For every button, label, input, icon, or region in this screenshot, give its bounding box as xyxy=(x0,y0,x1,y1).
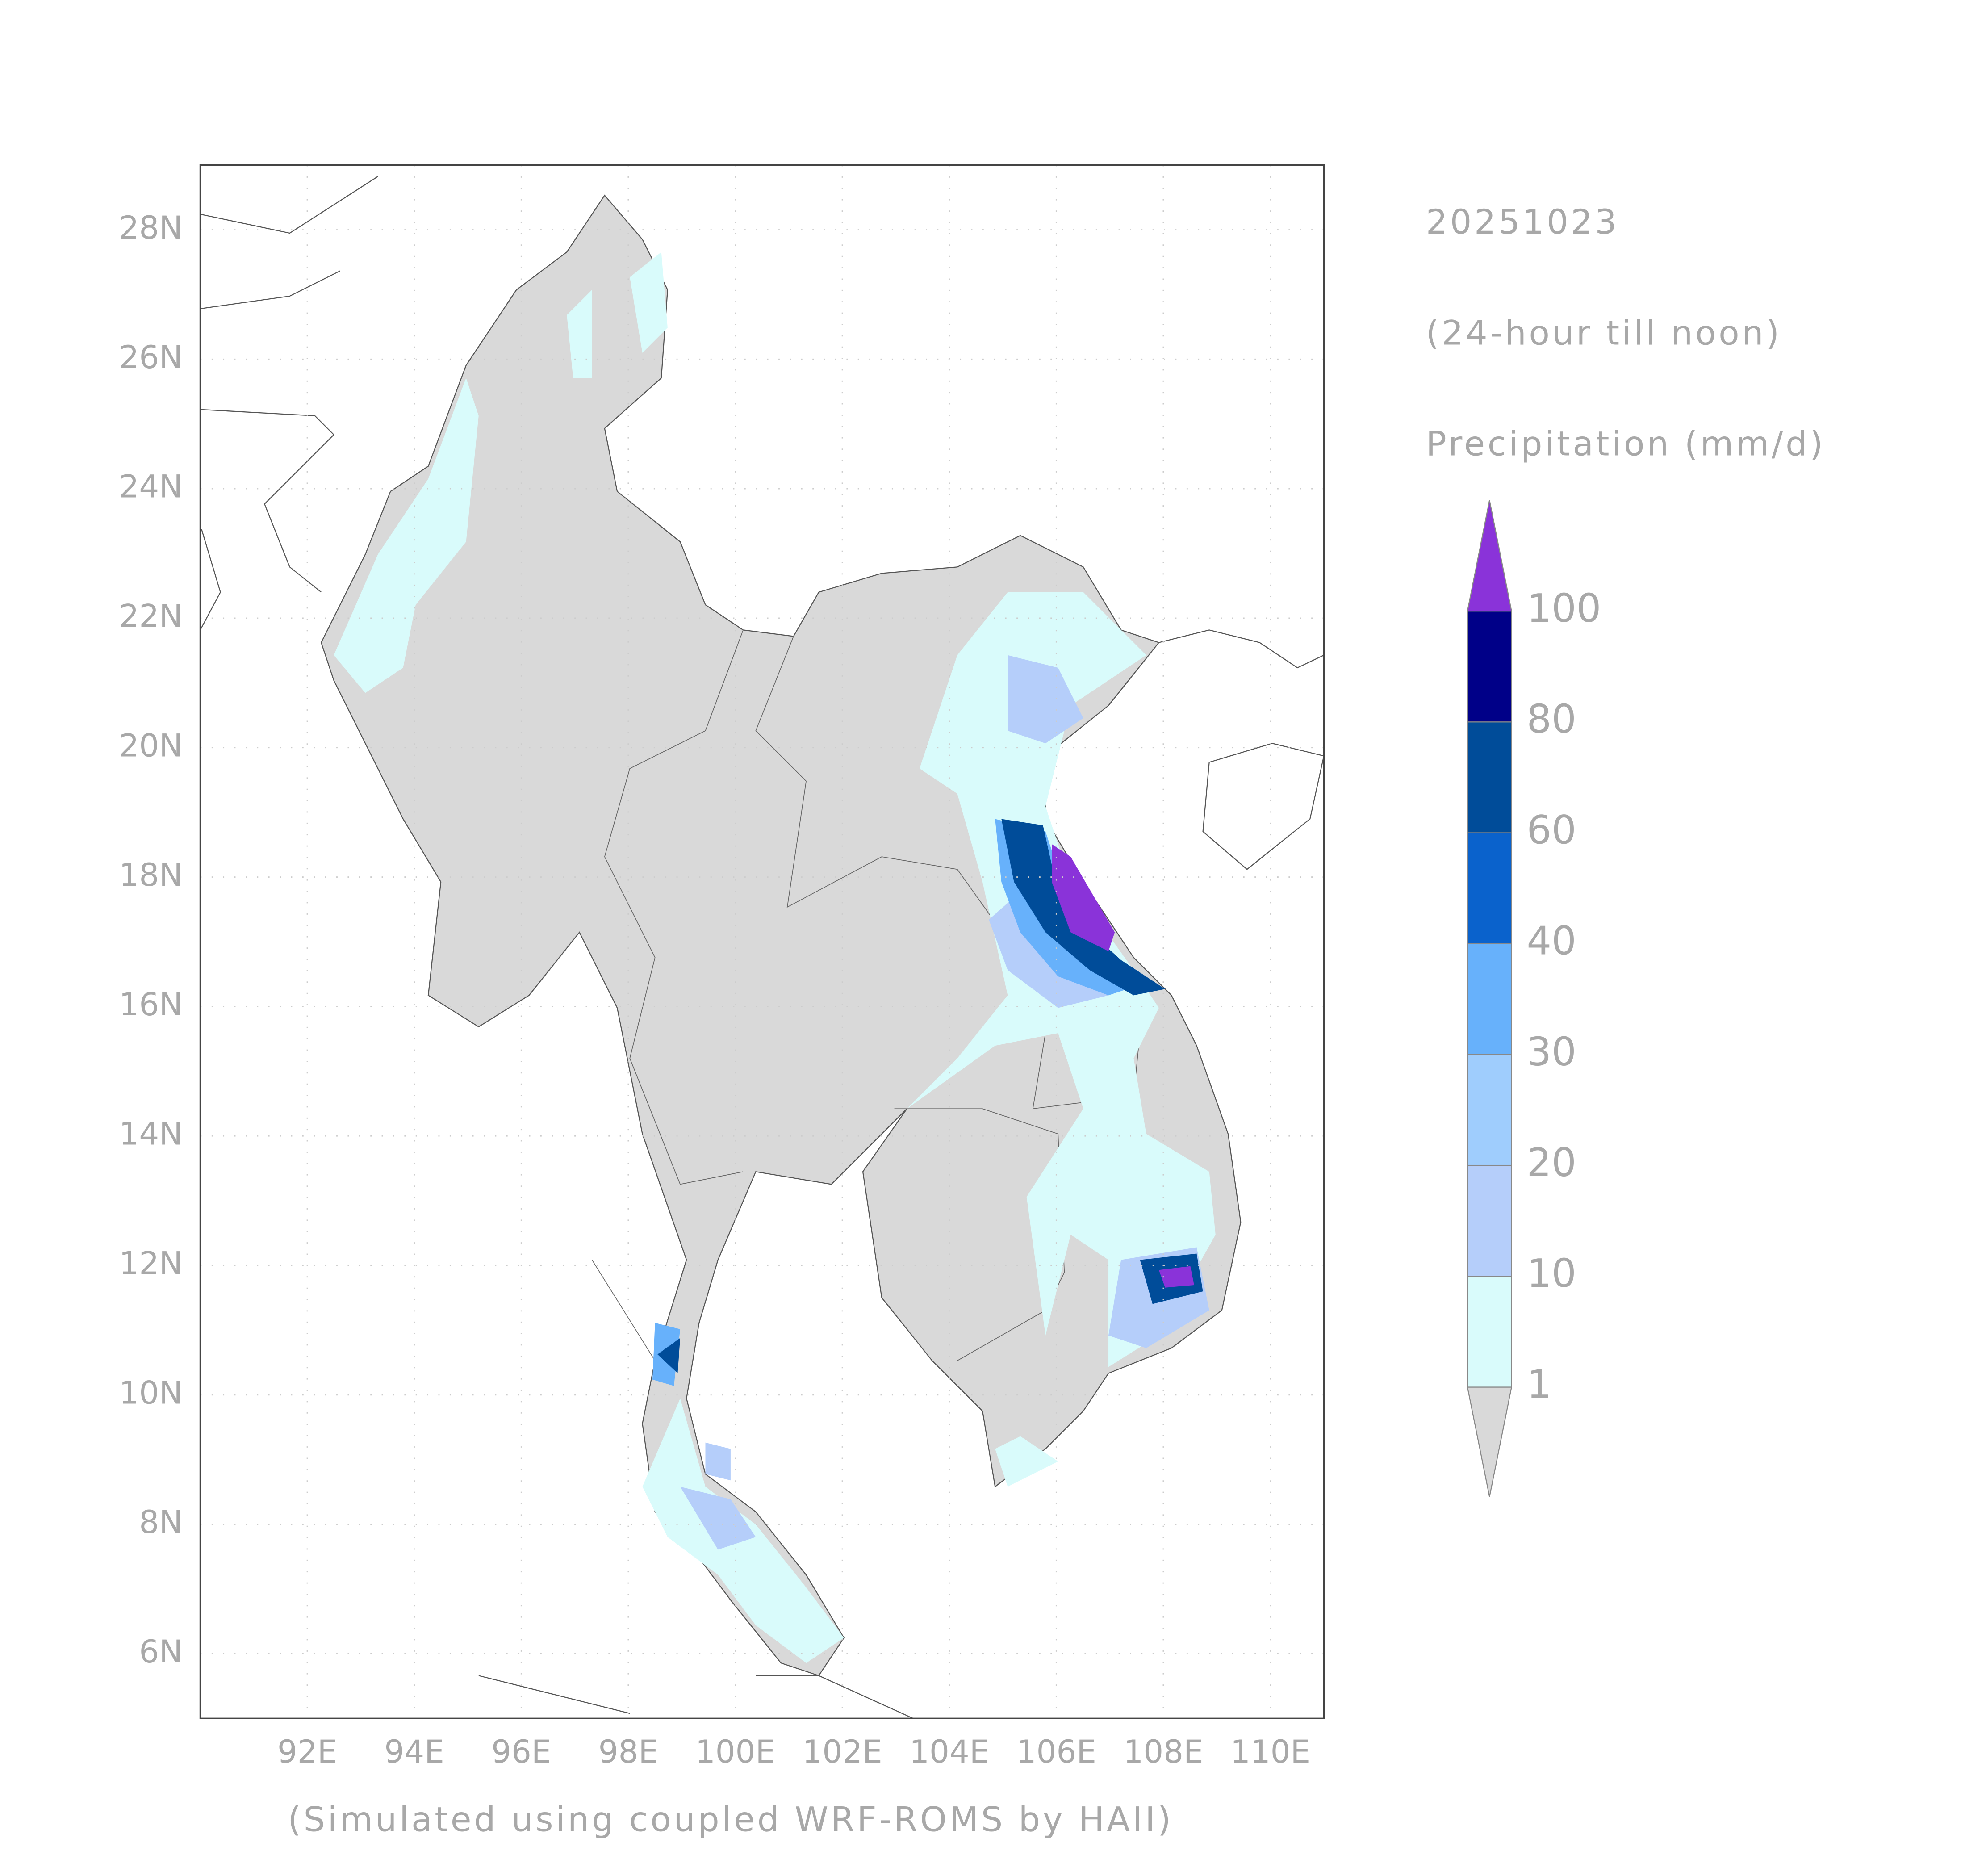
legend-under-triangle xyxy=(1467,1386,1512,1497)
coastline xyxy=(200,176,1324,1719)
lon-tick-label: 102E xyxy=(803,1734,882,1770)
legend-label: 10 xyxy=(1526,1251,1576,1296)
lat-tick-label: 14N xyxy=(119,1116,183,1152)
lon-tick-label: 96E xyxy=(491,1734,551,1770)
lon-tick-label: 106E xyxy=(1016,1734,1096,1770)
legend-box xyxy=(1467,1054,1512,1166)
lon-tick-label: 108E xyxy=(1123,1734,1203,1770)
lat-tick-label: 22N xyxy=(119,598,183,634)
lat-tick-label: 24N xyxy=(119,469,183,505)
lat-tick-label: 12N xyxy=(119,1245,183,1282)
legend-label: 30 xyxy=(1526,1029,1576,1075)
lat-tick-label: 28N xyxy=(119,209,183,246)
footnote: (Simulated using coupled WRF-ROMS by HAI… xyxy=(288,1800,1173,1839)
legend-label: 20 xyxy=(1526,1140,1576,1185)
legend-label: 100 xyxy=(1526,586,1601,631)
lon-tick-label: 110E xyxy=(1230,1734,1310,1770)
lat-tick-label: 16N xyxy=(119,986,183,1023)
legend-box xyxy=(1467,832,1512,944)
legend-label: 1 xyxy=(1526,1361,1551,1407)
legend: 1 10 20 30 40 60 80 100 xyxy=(1467,500,1601,1497)
legend-box xyxy=(1467,610,1512,723)
lon-tick-label: 94E xyxy=(385,1734,444,1770)
map-frame xyxy=(199,164,1325,1719)
lat-tick-label: 18N xyxy=(119,857,183,893)
legend-label: 80 xyxy=(1526,696,1576,742)
legend-box xyxy=(1467,1276,1512,1388)
legend-box xyxy=(1467,1164,1512,1277)
variable: Precipitation (mm/d) xyxy=(1426,424,1826,464)
legend-label: 40 xyxy=(1526,918,1576,964)
period: (24-hour till noon) xyxy=(1426,313,1782,352)
lon-tick-label: 104E xyxy=(909,1734,989,1770)
lon-tick-label: 98E xyxy=(598,1734,658,1770)
lat-tick-label: 26N xyxy=(119,339,183,376)
legend-label: 60 xyxy=(1526,807,1576,853)
lat-tick-label: 8N xyxy=(139,1504,183,1541)
map-area xyxy=(200,176,1324,1719)
lat-tick-label: 20N xyxy=(119,727,183,764)
legend-box xyxy=(1467,721,1512,833)
border-lines xyxy=(591,630,1141,1361)
legend-over-triangle xyxy=(1467,500,1512,612)
lat-tick-label: 6N xyxy=(139,1633,183,1670)
lat-tick-label: 10N xyxy=(119,1374,183,1411)
lon-tick-label: 100E xyxy=(695,1734,775,1770)
legend-box xyxy=(1467,943,1512,1055)
precip-over-100 xyxy=(1052,844,1194,1288)
date: 20251023 xyxy=(1426,202,1619,242)
lon-tick-label: 92E xyxy=(277,1734,337,1770)
